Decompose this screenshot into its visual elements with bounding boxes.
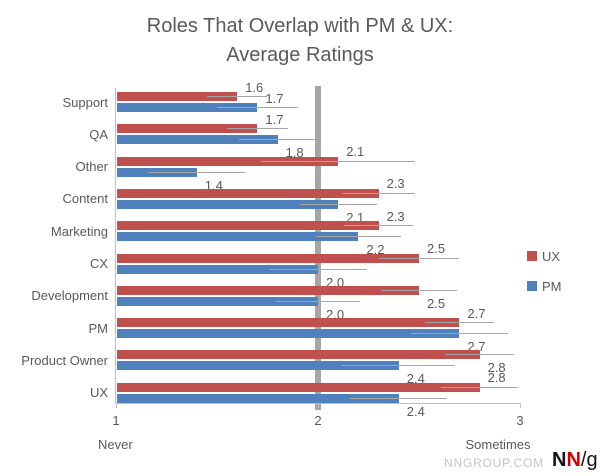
error-bar — [239, 139, 316, 141]
legend: UX PM — [527, 249, 562, 309]
error-bar — [275, 300, 361, 302]
nng-logo: NN/g — [552, 449, 598, 472]
bar-pm-product-owner — [117, 361, 399, 371]
bar-value-label: 2.1 — [346, 144, 365, 160]
bar-value-label: 2.3 — [386, 208, 405, 224]
bar-pm-pm — [117, 329, 460, 339]
bar-pm-marketing — [117, 232, 359, 242]
x-axis-label-never: Never — [98, 437, 133, 452]
bar-ux-other — [117, 156, 339, 166]
x-axis-tick-label: 1 — [112, 413, 120, 428]
category-label: QA — [89, 126, 108, 142]
legend-item-pm: PM — [527, 278, 562, 294]
bar-value-label: 2.7 — [467, 305, 486, 321]
bar-value-label: 2.7 — [467, 339, 486, 355]
bar-value-label: 2.2 — [366, 242, 385, 258]
reference-line — [315, 86, 321, 410]
bar-value-label: 2.1 — [346, 209, 365, 225]
nng-logo-g: /g — [580, 449, 598, 471]
nngroup-url: NNGROUP.COM — [444, 456, 544, 470]
error-bar — [342, 365, 456, 367]
category-label: Content — [62, 191, 108, 207]
x-axis-tick — [519, 403, 521, 408]
bar-value-label: 2.3 — [386, 176, 405, 192]
x-axis-tick-label: 2 — [314, 413, 322, 428]
category-label: Marketing — [50, 223, 108, 239]
bar-ux-content — [117, 188, 379, 198]
error-bar — [342, 192, 415, 194]
bar-value-label: 2.0 — [326, 306, 345, 322]
bar-pm-qa — [117, 135, 278, 145]
x-axis-tick-label: 3 — [516, 413, 524, 428]
bar-ux-product-owner — [117, 350, 480, 360]
error-bar — [380, 289, 458, 291]
bar-ux-cx — [117, 253, 419, 263]
error-bar — [378, 257, 460, 259]
legend-label-pm: PM — [542, 278, 562, 294]
category-label: Other — [75, 159, 108, 175]
bar-value-label: 1.6 — [245, 79, 264, 95]
x-axis-tick — [115, 403, 117, 408]
bar-ux-support — [117, 92, 238, 101]
category-label: Support — [62, 94, 108, 110]
x-axis-tick — [317, 403, 319, 408]
bar-ux-qa — [117, 124, 258, 134]
error-bar — [425, 322, 494, 324]
bar-pm-content — [117, 199, 339, 209]
error-bar — [344, 225, 413, 227]
error-bar — [269, 268, 367, 270]
bar-value-label: 2.8 — [487, 370, 506, 386]
bar-ux-pm — [117, 318, 460, 328]
chart-title-line1: Roles That Overlap with PM & UX: — [146, 15, 454, 37]
category-label: PM — [88, 320, 109, 336]
bar-ux-ux — [117, 382, 480, 392]
error-bar — [445, 354, 514, 356]
chart-title-line2: Average Ratings — [226, 44, 374, 66]
bar-value-label: 2.8 — [487, 360, 506, 376]
legend-swatch-pm — [527, 281, 537, 291]
bar-value-label: 2.5 — [427, 295, 446, 311]
legend-swatch-ux — [527, 251, 537, 261]
bar-value-label: 2.4 — [406, 371, 425, 387]
error-bar — [410, 333, 508, 335]
bar-ux-development — [117, 285, 419, 295]
category-label: CX — [89, 256, 108, 271]
bar-pm-ux — [117, 393, 399, 403]
bar-pm-support — [117, 103, 258, 112]
error-bar — [261, 160, 415, 162]
bar-value-label: 2.0 — [326, 274, 345, 290]
error-bar — [227, 128, 288, 130]
x-axis-label-sometimes: Sometimes — [465, 437, 531, 452]
error-bar — [441, 386, 518, 388]
bar-value-label: 1.7 — [265, 111, 284, 127]
bar-value-label: 2.5 — [427, 241, 446, 256]
error-bar — [217, 107, 298, 108]
legend-label-ux: UX — [542, 248, 561, 264]
bar-value-label: 1.4 — [204, 177, 223, 193]
error-bar — [316, 236, 401, 238]
bar-pm-cx — [117, 264, 318, 274]
bar-pm-development — [117, 296, 318, 306]
bar-value-label: 1.8 — [285, 145, 304, 161]
bar-value-label: 2.4 — [406, 403, 425, 419]
y-axis-line — [115, 88, 116, 403]
bar-value-label: 1.7 — [265, 90, 284, 106]
category-label: UX — [89, 385, 108, 401]
category-label: Development — [31, 288, 108, 304]
chart-title: Roles That Overlap with PM & UX: Average… — [0, 12, 600, 70]
bar-ux-marketing — [117, 221, 379, 231]
category-label: Product Owner — [21, 352, 108, 368]
error-bar — [299, 203, 377, 205]
error-bar — [350, 397, 448, 399]
error-bar — [206, 96, 268, 97]
nng-logo-n1: N — [552, 449, 567, 471]
legend-item-ux: UX — [527, 248, 562, 264]
error-bar — [148, 171, 246, 173]
nng-logo-n2: N — [566, 449, 581, 471]
